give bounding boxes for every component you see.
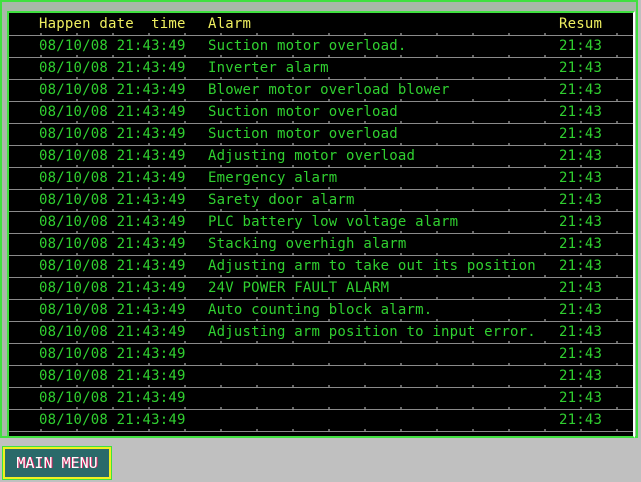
table-row[interactable]: 08/10/08 21:43:49 21:43: [9, 409, 633, 432]
resume-cell: 21:43: [559, 148, 603, 164]
resume-cell: 21:43: [559, 104, 603, 120]
table-row[interactable]: 08/10/08 21:43:49 Emergency alarm 21:43: [9, 167, 633, 190]
alarm-cell: Blower motor overload blower: [208, 82, 450, 98]
header-date-time: Happen date time: [39, 16, 186, 32]
resume-cell: 21:43: [559, 192, 603, 208]
resume-cell: 21:43: [559, 214, 603, 230]
alarm-history-table: Happen date time Alarm Resum 08/10/08 21…: [7, 11, 635, 438]
table-row[interactable]: 08/10/08 21:43:49 Suction motor overload.…: [9, 35, 633, 58]
table-row[interactable]: 08/10/08 21:43:49 21:43: [9, 343, 633, 366]
date-cell: 08/10/08 21:43:49: [39, 192, 186, 208]
resume-cell: 21:43: [559, 170, 603, 186]
table-row[interactable]: 08/10/08 21:43:49 24V POWER FAULT ALARM 21…: [9, 277, 633, 300]
alarm-cell: Adjusting motor overload: [208, 148, 416, 164]
resume-cell: 21:43: [559, 368, 603, 384]
table-header: Happen date time Alarm Resum: [9, 13, 633, 36]
table-row[interactable]: 08/10/08 21:43:49 Adjusting motor overloa…: [9, 145, 633, 168]
table-row[interactable]: 08/10/08 21:43:49 Suction motor overload 2…: [9, 101, 633, 124]
resume-cell: 21:43: [559, 390, 603, 406]
resume-cell: 21:43: [559, 302, 603, 318]
header-alarm: Alarm: [208, 16, 252, 32]
main-menu-button[interactable]: MAIN MENU: [2, 446, 112, 480]
date-cell: 08/10/08 21:43:49: [39, 302, 186, 318]
resume-cell: 21:43: [559, 126, 603, 142]
date-cell: 08/10/08 21:43:49: [39, 346, 186, 362]
header-resume: Resum: [559, 16, 603, 32]
date-cell: 08/10/08 21:43:49: [39, 170, 186, 186]
table-row[interactable]: 08/10/08 21:43:49 Adjusting arm position …: [9, 321, 633, 344]
alarm-cell: Adjusting arm position to input error.: [208, 324, 536, 340]
date-cell: 08/10/08 21:43:49: [39, 104, 186, 120]
resume-cell: 21:43: [559, 346, 603, 362]
alarm-cell: Adjusting arm to take out its position: [208, 258, 536, 274]
date-cell: 08/10/08 21:43:49: [39, 280, 186, 296]
table-row[interactable]: 08/10/08 21:43:49 21:43: [9, 387, 633, 410]
table-row[interactable]: 08/10/08 21:43:49 Sarety door alarm 21:43: [9, 189, 633, 212]
alarm-cell: Suction motor overload: [208, 126, 398, 142]
table-row[interactable]: 08/10/08 21:43:49 Blower motor overload b…: [9, 79, 633, 102]
resume-cell: 21:43: [559, 258, 603, 274]
resume-cell: 21:43: [559, 324, 603, 340]
resume-cell: 21:43: [559, 60, 603, 76]
date-cell: 08/10/08 21:43:49: [39, 126, 186, 142]
table-row[interactable]: 08/10/08 21:43:49 Stacking overhigh alarm…: [9, 233, 633, 256]
resume-cell: 21:43: [559, 38, 603, 54]
date-cell: 08/10/08 21:43:49: [39, 82, 186, 98]
date-cell: 08/10/08 21:43:49: [39, 368, 186, 384]
date-cell: 08/10/08 21:43:49: [39, 60, 186, 76]
alarm-cell: 24V POWER FAULT ALARM: [208, 280, 390, 296]
table-row[interactable]: 08/10/08 21:43:49 21:43: [9, 365, 633, 388]
resume-cell: 21:43: [559, 82, 603, 98]
date-cell: 08/10/08 21:43:49: [39, 412, 186, 428]
date-cell: 08/10/08 21:43:49: [39, 214, 186, 230]
date-cell: 08/10/08 21:43:49: [39, 258, 186, 274]
resume-cell: 21:43: [559, 280, 603, 296]
alarm-cell: Emergency alarm: [208, 170, 338, 186]
alarm-cell: Auto counting block alarm.: [208, 302, 433, 318]
table-row[interactable]: 08/10/08 21:43:49 Auto counting block ala…: [9, 299, 633, 322]
resume-cell: 21:43: [559, 412, 603, 428]
date-cell: 08/10/08 21:43:49: [39, 148, 186, 164]
alarm-cell: Suction motor overload.: [208, 38, 407, 54]
alarm-cell: PLC battery low voltage alarm: [208, 214, 459, 230]
alarm-cell: Inverter alarm: [208, 60, 329, 76]
table-row[interactable]: 08/10/08 21:43:49 PLC battery low voltage…: [9, 211, 633, 234]
alarm-cell: Suction motor overload: [208, 104, 398, 120]
table-row[interactable]: 08/10/08 21:43:49 Suction motor overload 2…: [9, 123, 633, 146]
alarm-cell: Stacking overhigh alarm: [208, 236, 407, 252]
alarm-history-frame: Happen date time Alarm Resum 08/10/08 21…: [0, 0, 638, 438]
table-row[interactable]: 08/10/08 21:43:49 Inverter alarm 21:43: [9, 57, 633, 80]
resume-cell: 21:43: [559, 236, 603, 252]
date-cell: 08/10/08 21:43:49: [39, 390, 186, 406]
date-cell: 08/10/08 21:43:49: [39, 324, 186, 340]
date-cell: 08/10/08 21:43:49: [39, 236, 186, 252]
alarm-cell: Sarety door alarm: [208, 192, 355, 208]
table-row[interactable]: 08/10/08 21:43:49 Adjusting arm to take o…: [9, 255, 633, 278]
date-cell: 08/10/08 21:43:49: [39, 38, 186, 54]
